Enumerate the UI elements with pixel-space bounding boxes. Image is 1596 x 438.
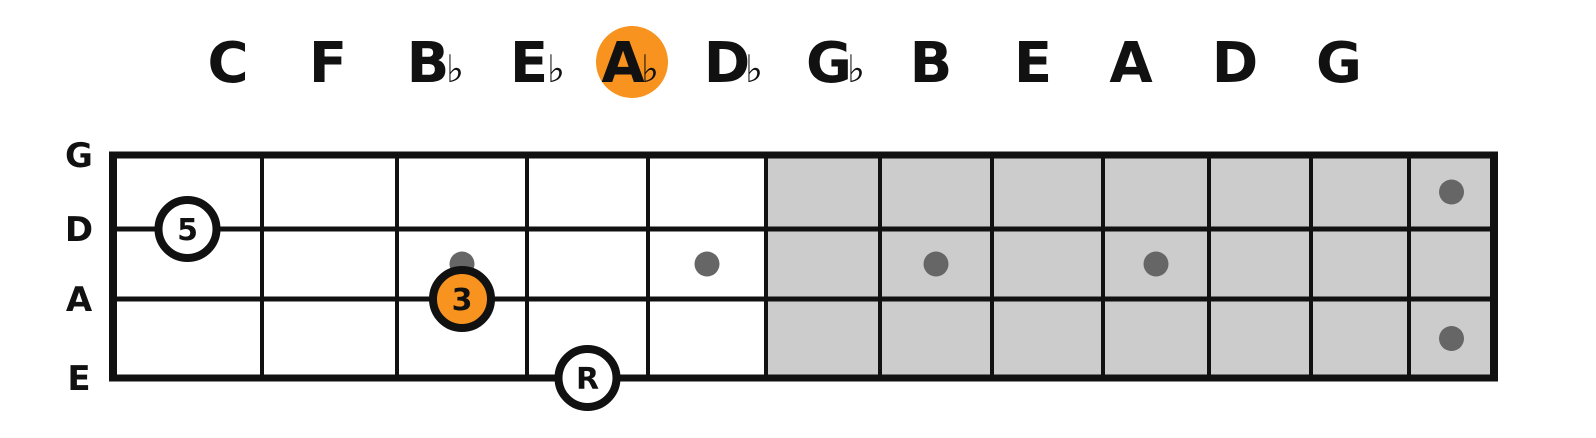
note-letter: A — [601, 31, 645, 96]
marker-label: 5 — [177, 213, 198, 248]
note-letter: D — [704, 31, 750, 96]
string-label-A: A — [66, 280, 93, 320]
marker-circle — [154, 196, 221, 262]
note-letter: C — [207, 31, 248, 96]
note-6: G♭ — [806, 31, 865, 96]
note-3: E♭ — [510, 31, 565, 96]
circle-of-fourths-row: C F B♭ E♭ A♭ D♭ G♭ B E A D G — [207, 26, 1362, 98]
flat-symbol: ♭ — [547, 47, 565, 91]
note-letter: B — [407, 31, 450, 96]
marker-circle — [429, 266, 495, 332]
inlay-dot-3 — [1143, 251, 1169, 277]
note-letter: E — [1014, 31, 1052, 96]
flat-symbol: ♭ — [641, 47, 659, 91]
note-letter: E — [510, 31, 548, 96]
inlay-dot-4 — [1439, 179, 1464, 205]
note-5: D♭ — [704, 31, 763, 96]
note-11: G — [1316, 31, 1362, 96]
note-letter: D — [1212, 31, 1258, 96]
note-letter: F — [309, 31, 347, 96]
flat-symbol: ♭ — [745, 47, 763, 91]
note-2: B♭ — [407, 31, 464, 96]
inlay-dot-5 — [1439, 326, 1464, 351]
highlight-circle — [596, 26, 668, 98]
fretboard: 5 3 R — [109, 151, 1498, 411]
note-0: C — [207, 31, 248, 96]
flat-symbol: ♭ — [446, 47, 464, 91]
note-9: A — [1109, 31, 1153, 96]
note-1: F — [309, 31, 347, 96]
marker-root: R — [554, 345, 621, 411]
marker-5: 5 — [154, 196, 221, 262]
string-label-D: D — [65, 210, 93, 250]
note-letter: G — [806, 31, 852, 96]
marker-circle — [554, 345, 621, 411]
note-letter: G — [1316, 31, 1362, 96]
board-open-region — [113, 155, 766, 378]
note-8: E — [1014, 31, 1052, 96]
note-letter: B — [910, 31, 953, 96]
marker-label: R — [576, 362, 599, 397]
inlay-dot-1 — [694, 251, 720, 277]
marker-3: 3 — [429, 266, 495, 332]
marker-label: 3 — [452, 283, 473, 318]
string-label-E: E — [67, 359, 90, 399]
string-label-G: G — [65, 136, 93, 176]
note-7: B — [910, 31, 953, 96]
flat-symbol: ♭ — [847, 47, 865, 91]
note-10: D — [1212, 31, 1258, 96]
inlay-dot-2 — [923, 251, 949, 277]
board-shaded-region — [766, 155, 1494, 378]
note-letter: A — [1109, 31, 1153, 96]
note-4: A♭ — [596, 26, 668, 98]
